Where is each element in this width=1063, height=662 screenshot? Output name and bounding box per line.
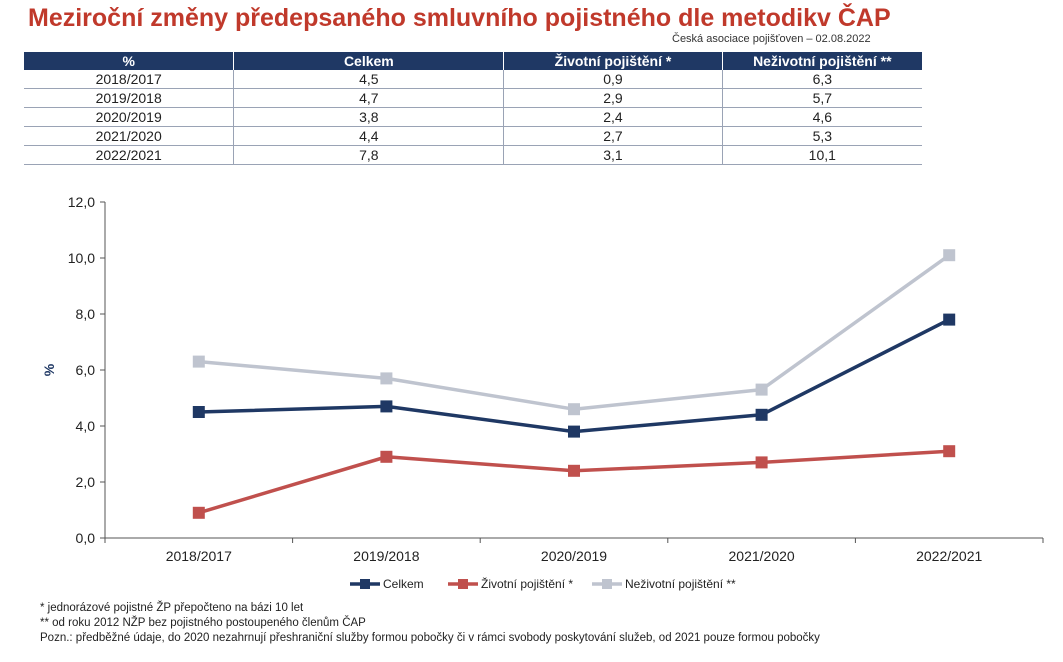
y-tick-label: 2,0	[76, 474, 96, 490]
table-cell: 3,1	[503, 145, 723, 165]
table-cell: 10,1	[721, 145, 922, 165]
data-table: % Celkem Životní pojištění * Neživotní p…	[24, 52, 922, 165]
table-cell: 5,7	[721, 88, 922, 108]
table-header-cell: Životní pojištění *	[503, 52, 723, 70]
x-tick-label: 2018/2017	[166, 548, 232, 564]
y-tick-label: 4,0	[76, 418, 96, 434]
table-header-row: % Celkem Životní pojištění * Neživotní p…	[24, 52, 922, 70]
footnote: Pozn.: předběžné údaje, do 2020 nezahrnu…	[40, 632, 820, 644]
legend-label: Životní pojištění *	[481, 576, 573, 591]
table-row: 2018/2017 4,5 0,9 6,3	[24, 70, 922, 89]
y-axis-label: %	[41, 363, 57, 376]
footnotes: * jednorázové pojistné ŽP přepočteno na …	[40, 601, 820, 646]
table-header-cell: Neživotní pojištění **	[721, 52, 922, 70]
x-tick-label: 2022/2021	[916, 548, 982, 564]
data-point	[192, 406, 205, 418]
footnote: ** od roku 2012 NŽP bez pojistného posto…	[40, 617, 366, 629]
data-point	[380, 372, 393, 385]
y-tick-label: 12,0	[68, 194, 95, 210]
series-line	[198, 253, 951, 411]
table-cell: 5,3	[721, 126, 922, 146]
line-chart: 0,0 2,0 4,0 6,0 8,0 10,0 12,0% 2018/2017 2019/20…	[41, 194, 1044, 591]
page-title: Meziroční změny předepsaného smluvního p…	[28, 4, 891, 32]
table-cell: 2,7	[503, 126, 723, 146]
table-cell: 4,6	[721, 107, 922, 127]
data-point	[943, 249, 956, 262]
x-tick-label: 2021/2020	[729, 548, 795, 564]
data-point	[568, 403, 580, 416]
data-point	[192, 506, 205, 519]
table-row: 2020/2019 3,8 2,4 4,6	[24, 107, 922, 127]
legend-swatch-marker	[602, 579, 612, 589]
y-tick-label: 10,0	[68, 250, 95, 266]
data-point	[943, 313, 956, 326]
data-point	[380, 400, 393, 413]
x-tick-label: 2019/2018	[353, 548, 419, 564]
table-header-cell: Celkem	[233, 52, 504, 70]
y-tick-label: 6,0	[76, 362, 96, 378]
table-cell: 7,8	[233, 145, 504, 165]
legend-label: Neživotní pojištění **	[625, 577, 736, 591]
table-cell: 2020/2019	[24, 107, 234, 127]
data-point	[755, 456, 768, 469]
data-point	[380, 450, 393, 463]
source-note: Česká asociace pojišťoven – 02.08.2022	[672, 33, 871, 45]
legend-swatch-marker	[458, 579, 468, 589]
table-cell: 4,7	[233, 88, 504, 108]
table-cell: 2022/2021	[24, 145, 234, 165]
x-tick-label: 2020/2019	[541, 548, 607, 564]
table-cell: 6,3	[721, 70, 922, 89]
table-cell: 2021/2020	[24, 126, 234, 146]
y-tick-label: 8,0	[76, 306, 96, 322]
series-line	[198, 449, 950, 515]
legend-swatch-marker	[360, 579, 370, 589]
data-point	[755, 383, 768, 396]
table-header-cell: %	[24, 52, 234, 70]
data-point	[568, 425, 580, 438]
table-row: 2019/2018 4,7 2,9 5,7	[24, 88, 922, 108]
table-row: 2021/2020 4,4 2,7 5,3	[24, 126, 922, 146]
table-cell: 2018/2017	[24, 70, 234, 89]
table-row: 2022/2021 7,8 3,1 10,1	[24, 145, 922, 165]
data-point	[943, 445, 956, 458]
table-cell: 3,8	[233, 107, 504, 127]
y-tick-label: 0,0	[76, 530, 96, 546]
table-cell: 2,4	[503, 107, 723, 127]
table-cell: 2019/2018	[24, 88, 234, 108]
data-point	[755, 408, 768, 421]
table-cell: 4,4	[233, 126, 504, 146]
footnote: * jednorázové pojistné ŽP přepočteno na …	[40, 602, 304, 614]
data-point	[192, 355, 205, 368]
table-cell: 4,5	[233, 70, 504, 89]
data-point	[568, 464, 580, 477]
table-cell: 2,9	[503, 88, 723, 108]
table-cell: 0,9	[503, 70, 723, 89]
legend-label: Celkem	[383, 577, 424, 591]
